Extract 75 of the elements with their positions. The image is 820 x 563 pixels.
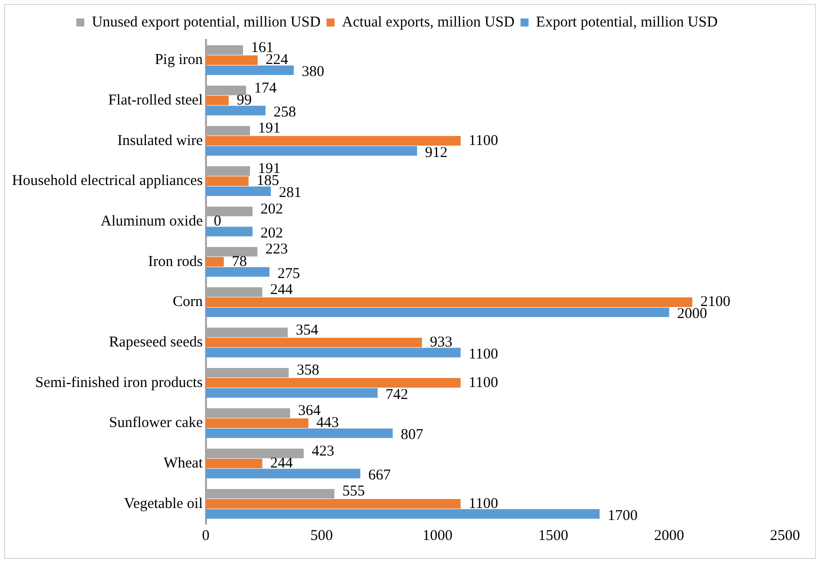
data-label: 2000: [677, 306, 708, 322]
x-tick-label: 500: [310, 528, 333, 544]
bar: [206, 176, 249, 186]
x-tick-label: 1000: [422, 528, 452, 544]
data-label: 807: [400, 427, 424, 444]
bar: [206, 509, 600, 519]
data-label: 667: [368, 468, 392, 484]
bar: [206, 307, 670, 318]
x-tick-label: 1500: [538, 528, 568, 544]
data-label: 358: [296, 362, 320, 379]
bar: [206, 146, 418, 156]
data-label: 1100: [468, 374, 498, 391]
bar: [206, 96, 229, 106]
y-tick-label: Wheat: [164, 455, 204, 472]
data-label: 78: [232, 254, 247, 270]
bar: [206, 348, 461, 358]
y-tick-label: Pig iron: [154, 52, 204, 68]
bar: [206, 186, 271, 196]
data-label: 1100: [468, 346, 498, 363]
x-tick-label: 2000: [654, 528, 684, 544]
data-label: 0: [214, 213, 222, 230]
data-label: 742: [386, 386, 408, 403]
data-label: 244: [270, 455, 294, 472]
bar: [206, 55, 258, 65]
data-label: 423: [312, 443, 334, 460]
y-tick-label: Household electrical appliances: [12, 173, 203, 190]
data-label: 99: [236, 92, 252, 108]
bar: [206, 428, 393, 438]
y-tick-label: Sunflower cake: [109, 415, 204, 432]
bar: [206, 388, 378, 398]
y-tick-label: Aluminum oxide: [100, 213, 204, 230]
data-label: 555: [342, 484, 365, 500]
bar: [206, 65, 294, 76]
bar: [206, 257, 224, 267]
data-label: 224: [266, 52, 289, 68]
bar: [206, 499, 461, 509]
x-tick-label: 0: [202, 528, 210, 544]
legend-label: Unused export potential, million USD: [92, 14, 321, 30]
data-label: 202: [260, 201, 284, 218]
data-label: 354: [296, 322, 319, 338]
data-label: 933: [430, 334, 452, 350]
data-label: 174: [254, 80, 278, 96]
data-label: 281: [278, 185, 302, 202]
legend-label: Actual exports, million USD: [342, 14, 515, 30]
data-label: 258: [274, 104, 296, 121]
y-tick-label: Flat-rolled steel: [108, 92, 203, 108]
data-label: 223: [265, 242, 288, 258]
y-tick-label: Rapeseed seeds: [109, 334, 203, 350]
data-label: 1700: [608, 508, 638, 524]
x-tick-label: 2500: [770, 528, 800, 544]
y-tick-label: Insulated wire: [117, 132, 204, 149]
bar: [206, 458, 262, 468]
bar: [206, 378, 461, 388]
bar: [206, 338, 422, 348]
data-label: 912: [425, 144, 448, 161]
bar: [206, 297, 692, 307]
data-label: 380: [302, 64, 324, 80]
data-label: 1100: [468, 496, 498, 512]
legend-label: Export potential, million USD: [536, 14, 718, 30]
bar: [206, 468, 360, 478]
bar: [206, 226, 253, 236]
bar: [206, 418, 308, 428]
data-label: 191: [258, 120, 281, 137]
y-tick-label: Semi-finished iron products: [35, 374, 203, 391]
bar: [206, 267, 270, 277]
data-label: 185: [256, 173, 280, 190]
y-tick-label: Vegetable oil: [124, 496, 203, 512]
data-label: 244: [270, 282, 294, 298]
data-label: 1100: [468, 132, 498, 149]
bar: [206, 136, 461, 146]
y-tick-label: Iron rods: [148, 254, 203, 270]
data-label: 202: [260, 226, 284, 242]
bar: [206, 106, 266, 116]
y-tick-label: Corn: [172, 294, 204, 310]
data-label: 275: [277, 266, 300, 282]
